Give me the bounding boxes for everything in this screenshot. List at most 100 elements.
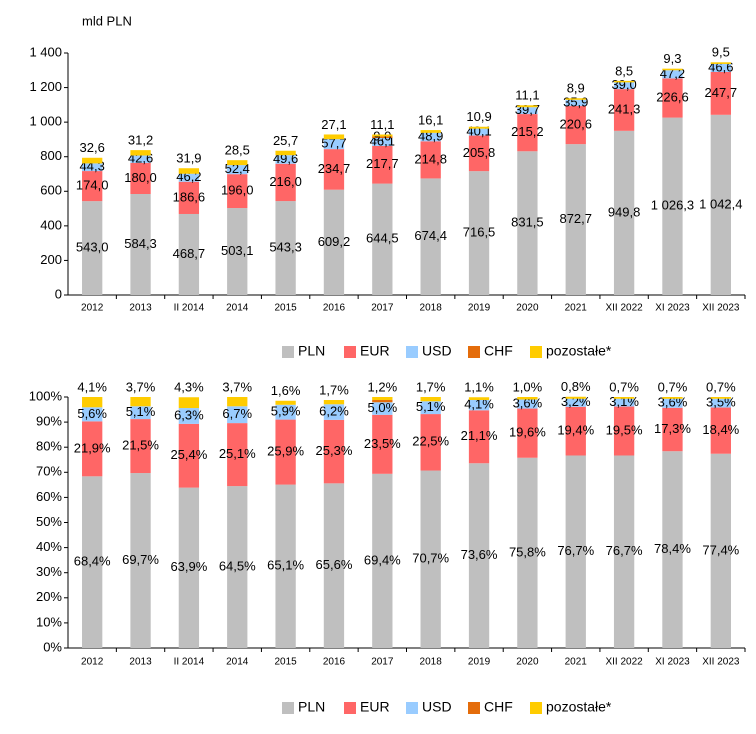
value-label: 76,7% (606, 543, 643, 558)
bar-segment (517, 399, 538, 409)
value-label: 644,5 (366, 231, 399, 246)
bar-segment (323, 189, 345, 295)
value-label: 75,8% (509, 544, 546, 559)
x-tick-label: XII 2023 (702, 303, 740, 314)
bar-segment (178, 423, 200, 488)
value-label: 11,1 (370, 117, 394, 132)
bar-segment (565, 99, 586, 107)
bar-segment (178, 487, 200, 648)
x-tick-label: II 2014 (174, 303, 205, 314)
bar-segment (82, 476, 103, 648)
value-label: 63,9% (170, 559, 207, 574)
value-label: 40,1 (466, 124, 491, 139)
legend-label: USD (422, 699, 452, 715)
bar-segment (323, 483, 345, 648)
bar-segment (227, 423, 248, 487)
x-tick-label: 2012 (81, 657, 104, 668)
legend-label: USD (422, 343, 452, 359)
value-label: 468,7 (173, 246, 206, 261)
bar-segment (710, 114, 731, 295)
bar-segment (130, 406, 151, 420)
legend-swatch (344, 702, 356, 714)
value-label: 16,1 (418, 112, 443, 127)
value-label: 3,7% (126, 379, 156, 394)
x-tick-label: 2018 (420, 303, 443, 314)
bar-segment (565, 396, 586, 399)
bar-segment (420, 130, 441, 133)
bar-segment (372, 414, 393, 474)
y-tick-label: 40% (36, 539, 62, 554)
y-tick-label: 90% (36, 414, 62, 429)
bar-segment (420, 178, 441, 295)
bar-segment (613, 398, 635, 407)
bar-segment (662, 117, 683, 296)
value-label: 19,6% (509, 425, 546, 440)
value-label: 78,4% (654, 541, 691, 556)
value-label: 196,0 (221, 183, 254, 198)
bar-segment (372, 183, 393, 295)
bar-segment (468, 463, 490, 648)
bar-segment (275, 201, 296, 295)
x-tick-label: 2021 (565, 303, 588, 314)
bar-segment (323, 400, 345, 405)
x-tick-label: 2012 (81, 303, 104, 314)
bar-segment (227, 208, 248, 295)
value-label: 1,2% (368, 379, 398, 394)
bar-segment (275, 400, 296, 405)
legend-label: CHF (484, 699, 513, 715)
value-label: 65,6% (316, 557, 353, 572)
value-label: 28,5 (225, 143, 250, 158)
value-label: 11,1 (515, 88, 539, 103)
legend-swatch (344, 346, 356, 358)
legend-label: pozostałe* (546, 343, 612, 359)
bar-segment (82, 407, 103, 422)
bar-segment (420, 397, 441, 402)
bar-segment (468, 410, 490, 464)
value-label: 674,4 (414, 228, 447, 243)
y-tick-label: 70% (36, 464, 62, 479)
value-label: 217,7 (366, 156, 399, 171)
x-tick-label: XI 2023 (655, 657, 690, 668)
bar-segment (710, 63, 731, 72)
value-label: 25,9% (267, 444, 304, 459)
bar-segment (323, 404, 345, 420)
bar-segment (130, 473, 151, 648)
value-label: 39,7 (515, 102, 540, 117)
bar-segment (130, 162, 151, 194)
value-label: 6,3% (174, 407, 204, 422)
value-label: 543,3 (269, 239, 302, 254)
bar-segment (82, 397, 103, 408)
y-tick-label: 1 400 (29, 44, 62, 59)
x-tick-label: 2016 (323, 303, 346, 314)
bar-segment (468, 397, 490, 401)
value-label: 4,1% (77, 379, 107, 394)
bar-segment (710, 397, 731, 399)
value-label: 69,4% (364, 552, 401, 567)
bar-segment (82, 171, 103, 202)
bar-segment (517, 397, 538, 400)
bar-segment (275, 150, 296, 156)
bar-segment (178, 213, 200, 295)
bar-segment (323, 149, 345, 190)
bar-segment (372, 397, 393, 401)
legend-swatch (282, 346, 294, 358)
value-label: 5,9% (271, 404, 301, 419)
bar-segment (517, 457, 538, 648)
bar-segment (420, 141, 441, 179)
bar-segment (710, 71, 731, 115)
bar-segment (178, 173, 200, 182)
value-label: 584,3 (124, 236, 157, 251)
bar-segment (710, 407, 731, 454)
bar-segment (130, 397, 151, 407)
bar-segment (227, 160, 248, 166)
x-tick-label: XII 2023 (702, 657, 740, 668)
value-label: 69,7% (122, 552, 159, 567)
value-label: 3,7% (222, 379, 252, 394)
value-label: 214,8 (414, 151, 447, 166)
value-label: 21,5% (122, 438, 159, 453)
value-label: 4,3% (174, 380, 204, 395)
bar-segment (662, 451, 683, 648)
value-label: 17,3% (654, 421, 691, 436)
value-label: 6,7% (222, 406, 252, 421)
x-tick-label: 2019 (468, 657, 491, 668)
